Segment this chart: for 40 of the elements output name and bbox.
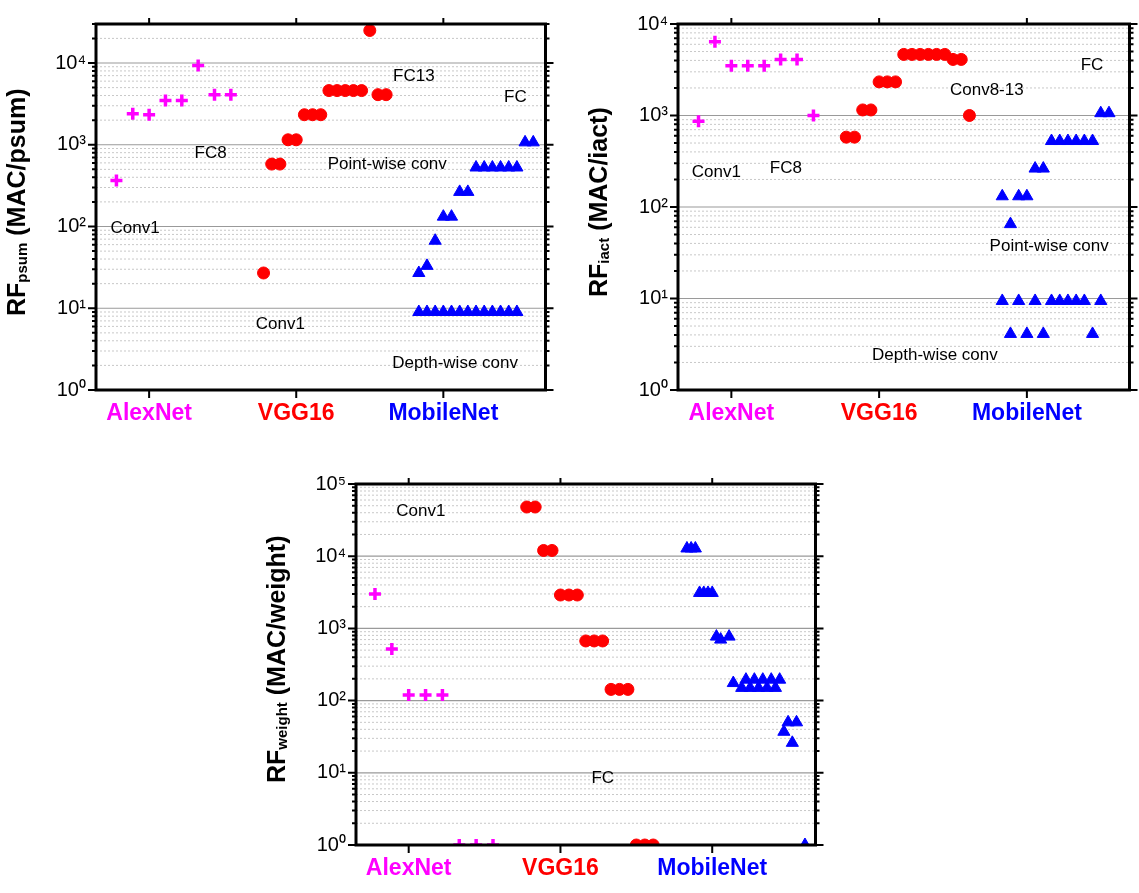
annotation: Depth-wise conv (872, 344, 999, 364)
x-tick-label: AlexNet (365, 854, 452, 881)
annotation: Conv1 (255, 314, 305, 334)
x-tick-label: VGG16 (840, 399, 918, 426)
x-tick-label: MobileNet (971, 399, 1083, 426)
x-tick-label: AlexNet (106, 399, 193, 426)
y-tick-label: 10² (317, 688, 347, 711)
y-tick-label: 10⁴ (637, 11, 668, 34)
x-tick-label: AlexNet (688, 399, 775, 426)
y-tick-label: 10¹ (317, 760, 347, 783)
annotation: Conv1 (691, 161, 741, 181)
y-tick-label: 10⁰ (638, 377, 668, 400)
x-tick-label: MobileNet (388, 399, 499, 426)
annotation: FC13 (393, 66, 435, 86)
y-tick-label: 10⁵ (315, 471, 346, 494)
x-tick-label: VGG16 (522, 854, 599, 881)
x-tick-label: VGG16 (257, 399, 335, 426)
y-tick-label: 10² (639, 194, 669, 217)
annotation: FC (591, 767, 615, 787)
y-tick-label: 10² (57, 214, 87, 237)
annotation: FC8 (769, 158, 802, 178)
annotation: FC (504, 86, 527, 106)
y-tick-label: 10³ (57, 132, 87, 155)
y-tick-label: 10⁴ (315, 543, 346, 566)
annotation: Depth-wise conv (392, 352, 519, 372)
y-tick-label: 10³ (317, 615, 347, 638)
y-tick-label: 10³ (639, 103, 669, 126)
y-tick-label: 10¹ (639, 286, 669, 309)
y-tick-label: 10⁴ (55, 50, 86, 73)
y-tick-label: 10¹ (57, 295, 87, 318)
y-tick-label: 10⁰ (316, 832, 346, 855)
annotation: Point-wise conv (989, 235, 1110, 255)
annotation: Conv8-13 (949, 80, 1024, 100)
annotation: Conv1 (110, 217, 160, 237)
annotation: Conv1 (396, 500, 446, 520)
annotation: FC8 (194, 142, 227, 162)
x-tick-label: MobileNet (657, 854, 768, 881)
y-tick-label: 10⁰ (56, 377, 86, 400)
annotation: FC (1080, 55, 1104, 75)
annotation: Point-wise conv (327, 154, 448, 174)
